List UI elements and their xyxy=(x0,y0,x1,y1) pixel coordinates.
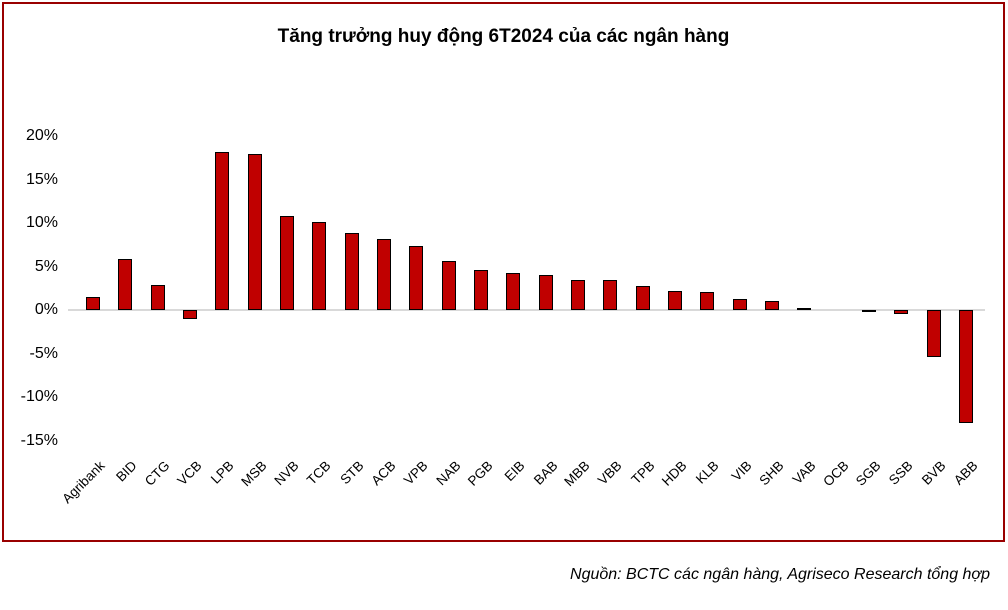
bar-TCB xyxy=(312,222,327,310)
y-axis-tick-label: 15% xyxy=(25,170,58,188)
bar-NVB xyxy=(279,216,294,310)
bar-EIB xyxy=(506,272,521,310)
bar-BID xyxy=(118,258,133,310)
y-axis-tick-label: -10% xyxy=(20,388,58,405)
source-note: Nguồn: BCTC các ngân hàng, Agriseco Rese… xyxy=(570,566,990,583)
y-axis-tick-label: 5% xyxy=(34,257,58,275)
chart-title: Tăng trưởng huy động 6T2024 của các ngân… xyxy=(277,26,730,47)
y-axis-tick-label: -15% xyxy=(20,431,58,449)
y-axis-tick-label: 20% xyxy=(25,127,58,144)
y-axis-tick-label: 0% xyxy=(34,301,58,318)
y-axis-tick-label: 10% xyxy=(25,214,58,231)
bar-STB xyxy=(344,232,359,310)
bar-SHB xyxy=(764,301,779,310)
y-axis-tick-label: -5% xyxy=(29,344,58,362)
bar-CTG xyxy=(150,284,165,310)
bar-ACB xyxy=(376,238,391,310)
bar-Agribank xyxy=(86,296,100,310)
bar-BAB xyxy=(538,275,553,310)
bar-MBB xyxy=(570,280,585,310)
chart-frame xyxy=(2,2,1005,542)
bar-HDB xyxy=(667,290,682,310)
bar-SGB xyxy=(861,310,876,312)
bar-SSB xyxy=(894,310,909,315)
bar-BVB xyxy=(926,310,941,357)
bar-KLB xyxy=(700,291,715,310)
bar-TPB xyxy=(635,285,650,310)
bar-PGB xyxy=(473,269,488,310)
bar-VAB xyxy=(797,308,812,311)
bar-VBB xyxy=(603,280,618,310)
bar-VCB xyxy=(182,310,197,319)
bar-NAB xyxy=(441,261,456,310)
bar-VIB xyxy=(732,298,747,310)
bar-VPB xyxy=(409,246,424,310)
bar-LPB xyxy=(215,151,230,310)
bar-ABB xyxy=(958,310,973,424)
zero-gridline xyxy=(68,308,985,311)
bar-MSB xyxy=(247,154,262,310)
